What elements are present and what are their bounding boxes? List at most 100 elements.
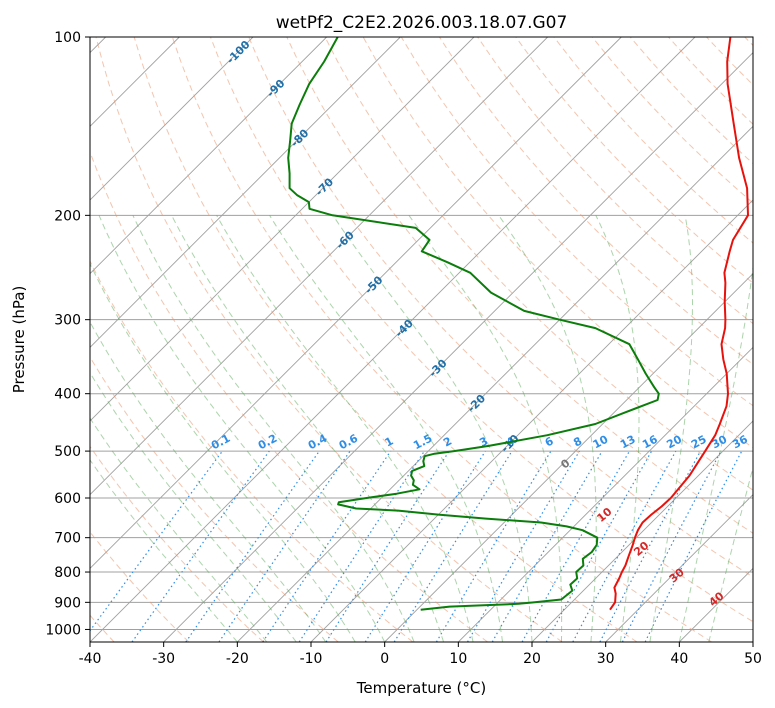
isotherm-line	[237, 125, 753, 642]
mixing-ratio-label: 8	[571, 434, 584, 449]
isotherm-line	[752, 641, 753, 642]
mixing-ratio-label: 1.5	[411, 432, 434, 453]
dry-adiabat-line	[286, 37, 753, 534]
mixing-ratio-label: 0.4	[306, 432, 330, 453]
dry-adiabat-line	[90, 531, 190, 642]
dry-adiabat-line	[553, 37, 753, 244]
isotherm-line	[90, 37, 401, 348]
dry-adiabat-line	[90, 445, 264, 642]
mixing-ratio-label: 30	[710, 433, 730, 452]
mixing-ratio-label: 20	[664, 433, 684, 452]
mixing-ratio-line	[298, 450, 425, 642]
x-tick-label: -30	[152, 651, 175, 667]
y-axis-title: Pressure (hPa)	[10, 286, 28, 394]
x-tick-label: -10	[300, 651, 323, 667]
moist-adiabat-line	[408, 215, 563, 642]
moist-adiabat-label: 40	[706, 589, 726, 609]
moist-adiabat-line	[90, 262, 356, 642]
x-tick-label: -20	[226, 651, 249, 667]
isotherm-line	[90, 37, 475, 422]
chart-title: wetPf2_C2E2.2026.003.18.07.G07	[276, 13, 568, 33]
y-tick-label: 700	[54, 531, 81, 547]
isotherm-line	[531, 420, 753, 642]
isotherm-line	[90, 37, 696, 642]
mixing-ratio-label: 0.1	[209, 432, 232, 453]
moist-adiabat-line	[649, 215, 693, 642]
moist-adiabat-line	[269, 215, 503, 642]
dry-adiabat-line	[90, 150, 488, 642]
moist-adiabat-line	[498, 215, 597, 642]
mixing-ratio-line	[599, 450, 702, 642]
profile-lines	[287, 37, 749, 611]
mixing-ratio-line	[364, 450, 486, 642]
dry-adiabat-line	[210, 37, 753, 623]
axes: -40 -30 -20 -10 0 10 20 30 40 5010020030040050060…	[45, 30, 762, 667]
moist-adiabat-line	[90, 321, 327, 642]
mixing-ratio-line	[218, 450, 351, 642]
dry-adiabat-line	[706, 37, 753, 86]
isotherm-line	[458, 346, 753, 642]
isotherm-label: -90	[264, 77, 287, 100]
plot-frame	[89, 36, 754, 643]
mixing-ratio-line	[131, 450, 270, 642]
y-tick-label: 200	[54, 208, 81, 224]
mixing-ratio-line	[466, 450, 580, 642]
moist-adiabat-line	[678, 263, 753, 642]
mixing-ratio-label: 25	[689, 433, 709, 452]
dry-adiabat-line	[90, 259, 414, 642]
mixing-ratio-line	[185, 450, 320, 642]
x-tick-label: 20	[523, 651, 541, 667]
isotherm-label: -50	[362, 273, 385, 296]
moist-adiabat-label: 10	[594, 505, 614, 525]
mixing-ratio-line	[262, 450, 392, 642]
x-tick-label: -40	[79, 651, 102, 667]
isotherm-label: -100	[224, 38, 253, 67]
dry-adiabat-line	[171, 37, 712, 642]
x-tick-label: 40	[670, 651, 688, 667]
moist-adiabat-line	[90, 371, 297, 642]
isotherm-line	[90, 37, 254, 201]
isotherm-line	[679, 567, 753, 642]
y-tick-label: 400	[54, 387, 81, 403]
moist-adiabat-line	[132, 215, 415, 642]
moist-adiabat-line	[98, 215, 386, 642]
temperature-profile-line	[609, 37, 749, 611]
moist-adiabat-line	[216, 215, 474, 642]
mixing-ratio-label: 13	[618, 433, 638, 452]
dry-adiabat-line	[438, 37, 753, 366]
mixing-ratio-line	[644, 450, 743, 642]
isotherm-line	[384, 273, 753, 642]
mixing-ratio-label: 36	[730, 433, 750, 452]
x-tick-label: 50	[744, 651, 762, 667]
x-axis-title: Temperature (°C)	[356, 679, 486, 697]
mixing-ratio-line	[435, 450, 552, 642]
moist-adiabat-line	[90, 417, 268, 642]
dry-adiabat-line	[133, 37, 638, 642]
dry-adiabat-line	[744, 37, 753, 47]
y-tick-label: 800	[54, 565, 81, 581]
mixing-ratio-label: 16	[640, 433, 660, 452]
isotherm-label: -60	[334, 228, 357, 251]
y-tick-label: 100	[54, 30, 81, 46]
mixing-ratio-line	[393, 450, 513, 642]
mixing-ratio-line	[572, 450, 677, 642]
x-tick-label: 10	[449, 651, 467, 667]
isotherm-line	[90, 37, 622, 569]
background-lines	[90, 37, 753, 642]
mixing-ratio-label: 10	[591, 433, 611, 452]
moist-adiabat-label: 30	[667, 565, 687, 585]
dry-adiabat-line	[90, 356, 339, 642]
dry-adiabat-line	[248, 37, 753, 578]
isotherm-line	[90, 37, 548, 496]
dry-adiabat-line	[324, 37, 753, 491]
moist-adiabat-line	[90, 459, 238, 642]
mixing-ratio-line	[90, 450, 223, 632]
mixing-ratio-line	[325, 450, 450, 642]
dry-adiabat-line	[515, 37, 753, 284]
y-tick-label: 900	[54, 595, 81, 611]
moist-adiabat-line	[332, 215, 533, 642]
moist-adiabat-label: 0	[558, 456, 572, 471]
moist-adiabat-line	[595, 215, 640, 642]
